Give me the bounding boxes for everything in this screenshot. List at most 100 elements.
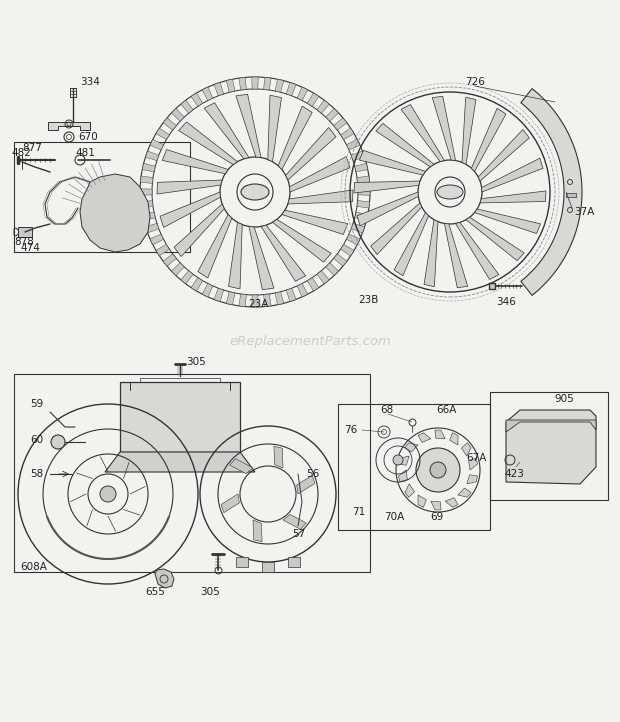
Polygon shape — [478, 129, 529, 181]
Polygon shape — [236, 557, 247, 567]
Polygon shape — [394, 212, 428, 276]
Text: 58: 58 — [30, 469, 43, 479]
Polygon shape — [399, 470, 407, 482]
Polygon shape — [249, 227, 274, 290]
Polygon shape — [181, 100, 193, 113]
Polygon shape — [275, 79, 284, 92]
Polygon shape — [274, 446, 283, 468]
Polygon shape — [156, 128, 169, 139]
Polygon shape — [462, 97, 476, 165]
Polygon shape — [268, 95, 281, 162]
Polygon shape — [163, 254, 176, 266]
Text: 23A: 23A — [248, 299, 268, 309]
Polygon shape — [286, 128, 336, 180]
Polygon shape — [146, 151, 159, 161]
Text: 69: 69 — [430, 512, 443, 522]
Polygon shape — [401, 105, 445, 162]
Circle shape — [416, 448, 460, 492]
Polygon shape — [140, 188, 152, 195]
Text: 37A: 37A — [574, 207, 595, 217]
Bar — [14, 374, 370, 572]
Text: 670: 670 — [78, 132, 98, 142]
Polygon shape — [80, 174, 150, 252]
Polygon shape — [264, 294, 271, 307]
Text: 726: 726 — [465, 77, 485, 87]
Polygon shape — [18, 227, 32, 237]
Polygon shape — [48, 122, 90, 130]
Polygon shape — [566, 193, 576, 197]
Polygon shape — [334, 254, 347, 266]
Text: 70A: 70A — [384, 512, 404, 522]
Polygon shape — [253, 520, 262, 542]
Polygon shape — [191, 278, 203, 291]
Polygon shape — [351, 151, 365, 161]
Polygon shape — [326, 108, 339, 121]
Text: 76: 76 — [344, 425, 357, 435]
Polygon shape — [334, 118, 347, 130]
Polygon shape — [371, 203, 422, 255]
Polygon shape — [308, 93, 319, 106]
Polygon shape — [445, 224, 467, 288]
Text: 68: 68 — [380, 405, 393, 415]
Polygon shape — [264, 77, 271, 90]
Text: 56: 56 — [306, 469, 319, 479]
Polygon shape — [221, 494, 239, 513]
Text: 66A: 66A — [436, 405, 456, 415]
Polygon shape — [469, 458, 477, 470]
Polygon shape — [163, 118, 176, 130]
Polygon shape — [308, 278, 319, 291]
Polygon shape — [450, 432, 458, 445]
Polygon shape — [282, 210, 348, 235]
Polygon shape — [418, 432, 431, 443]
Polygon shape — [480, 191, 546, 203]
Polygon shape — [297, 284, 308, 297]
Ellipse shape — [241, 184, 269, 200]
Polygon shape — [360, 150, 425, 175]
Polygon shape — [229, 458, 253, 474]
Polygon shape — [357, 176, 370, 183]
Text: 71: 71 — [352, 507, 365, 517]
Polygon shape — [202, 87, 213, 100]
Polygon shape — [354, 181, 420, 193]
Polygon shape — [467, 475, 477, 484]
Polygon shape — [214, 82, 224, 96]
Polygon shape — [283, 514, 306, 529]
Polygon shape — [355, 163, 368, 172]
Polygon shape — [226, 292, 235, 305]
Text: eReplacementParts.com: eReplacementParts.com — [229, 336, 391, 349]
Polygon shape — [405, 484, 415, 497]
Bar — [490, 392, 608, 500]
Text: 67A: 67A — [466, 453, 486, 463]
Polygon shape — [150, 234, 164, 245]
Text: 305: 305 — [186, 357, 206, 367]
Polygon shape — [347, 234, 360, 245]
Polygon shape — [424, 219, 438, 287]
Polygon shape — [252, 295, 258, 307]
Polygon shape — [261, 225, 306, 282]
Polygon shape — [262, 562, 274, 572]
Polygon shape — [236, 95, 261, 157]
Polygon shape — [179, 122, 237, 165]
Polygon shape — [172, 263, 184, 276]
Polygon shape — [506, 420, 596, 432]
Polygon shape — [142, 163, 155, 172]
Polygon shape — [435, 430, 445, 439]
Text: 346: 346 — [496, 297, 516, 307]
Polygon shape — [340, 128, 354, 139]
Polygon shape — [482, 158, 543, 192]
Polygon shape — [340, 244, 354, 256]
Ellipse shape — [437, 185, 463, 199]
Polygon shape — [351, 223, 365, 233]
Circle shape — [51, 435, 65, 449]
Polygon shape — [156, 244, 169, 256]
Polygon shape — [466, 217, 525, 261]
Polygon shape — [181, 271, 193, 284]
Polygon shape — [172, 108, 184, 121]
Polygon shape — [140, 176, 153, 183]
Polygon shape — [214, 288, 224, 302]
Polygon shape — [521, 89, 582, 295]
Polygon shape — [471, 108, 506, 171]
Text: 655: 655 — [145, 587, 165, 597]
Polygon shape — [317, 271, 329, 284]
Polygon shape — [461, 443, 471, 456]
